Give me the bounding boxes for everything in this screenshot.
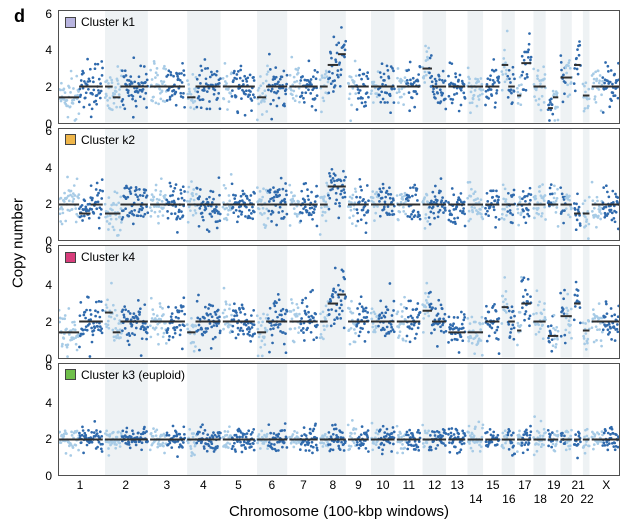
y-tick: 0: [12, 469, 52, 483]
x-tick: 3: [164, 478, 171, 492]
subplot-k4: Cluster k4: [58, 245, 620, 359]
y-tick: 6: [12, 359, 52, 373]
y-ticks-k4: 0246: [0, 245, 56, 359]
y-tick: 4: [12, 161, 52, 175]
y-tick: 4: [12, 278, 52, 292]
x-tick: 21: [571, 478, 584, 492]
plot-stack: Cluster k1 Cluster k2 Cluster k4 Cluster k3…: [58, 10, 620, 476]
y-tick: 2: [12, 80, 52, 94]
x-tick: 15: [486, 478, 499, 492]
legend-k1: Cluster k1: [65, 15, 135, 29]
x-tick: X: [602, 478, 610, 492]
x-tick: 10: [376, 478, 389, 492]
subplot-k2: Cluster k2: [58, 128, 620, 242]
x-tick: 11: [403, 478, 415, 492]
y-tick: 4: [12, 43, 52, 57]
x-tick: 4: [200, 478, 207, 492]
x-tick: 12: [428, 478, 441, 492]
y-tick: 6: [12, 7, 52, 21]
legend-k2: Cluster k2: [65, 133, 135, 147]
legend-swatch-icon: [65, 17, 76, 28]
x-tick: 19: [547, 478, 560, 492]
y-tick: 2: [12, 315, 52, 329]
subplot-k1: Cluster k1: [58, 10, 620, 124]
x-tick: 6: [269, 478, 276, 492]
y-tick: 4: [12, 396, 52, 410]
legend-label: Cluster k2: [81, 133, 135, 147]
legend-k4: Cluster k4: [65, 250, 135, 264]
legend-label: Cluster k4: [81, 250, 135, 264]
y-tick: 2: [12, 197, 52, 211]
legend-label: Cluster k1: [81, 15, 135, 29]
legend-swatch-icon: [65, 369, 76, 380]
x-tick: 8: [329, 478, 336, 492]
subplot-k3: Cluster k3 (euploid): [58, 363, 620, 477]
legend-label: Cluster k3 (euploid): [81, 368, 185, 382]
x-tick: 2: [122, 478, 129, 492]
x-tick: 9: [355, 478, 362, 492]
copy-number-figure: d Copy number Cluster k1Cluster k2Cluste…: [0, 0, 640, 524]
legend-swatch-icon: [65, 134, 76, 145]
y-ticks-k3: 0246: [0, 363, 56, 477]
x-tick: 1: [77, 478, 84, 492]
legend-k3: Cluster k3 (euploid): [65, 368, 185, 382]
y-ticks-k1: 0246: [0, 10, 56, 124]
x-tick: 5: [235, 478, 242, 492]
x-axis-label: Chromosome (100-kbp windows): [58, 503, 620, 520]
y-tick: 2: [12, 432, 52, 446]
x-tick: 17: [518, 478, 531, 492]
x-tick: 7: [300, 478, 307, 492]
y-tick: 6: [12, 242, 52, 256]
y-tick: 6: [12, 124, 52, 138]
legend-swatch-icon: [65, 252, 76, 263]
y-ticks-k2: 0246: [0, 128, 56, 242]
x-tick: 13: [451, 478, 464, 492]
